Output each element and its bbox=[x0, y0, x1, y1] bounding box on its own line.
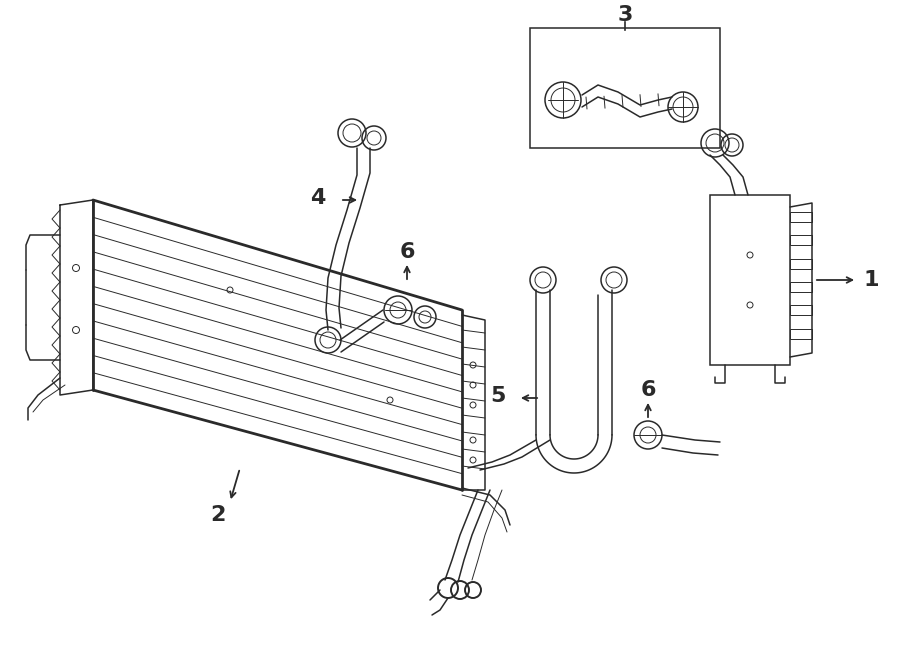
Bar bbox=[790, 329, 812, 338]
Bar bbox=[790, 212, 812, 222]
Text: 3: 3 bbox=[617, 5, 633, 25]
Bar bbox=[710, 195, 790, 365]
Bar bbox=[790, 258, 812, 268]
Text: 6: 6 bbox=[640, 380, 656, 400]
Bar bbox=[790, 235, 812, 245]
Text: 5: 5 bbox=[491, 386, 506, 406]
Bar bbox=[530, 28, 720, 148]
Text: 1: 1 bbox=[864, 270, 879, 290]
Text: 6: 6 bbox=[400, 242, 415, 262]
Text: 2: 2 bbox=[211, 505, 226, 525]
Text: 4: 4 bbox=[310, 188, 325, 208]
Bar bbox=[790, 305, 812, 315]
Bar bbox=[790, 282, 812, 292]
